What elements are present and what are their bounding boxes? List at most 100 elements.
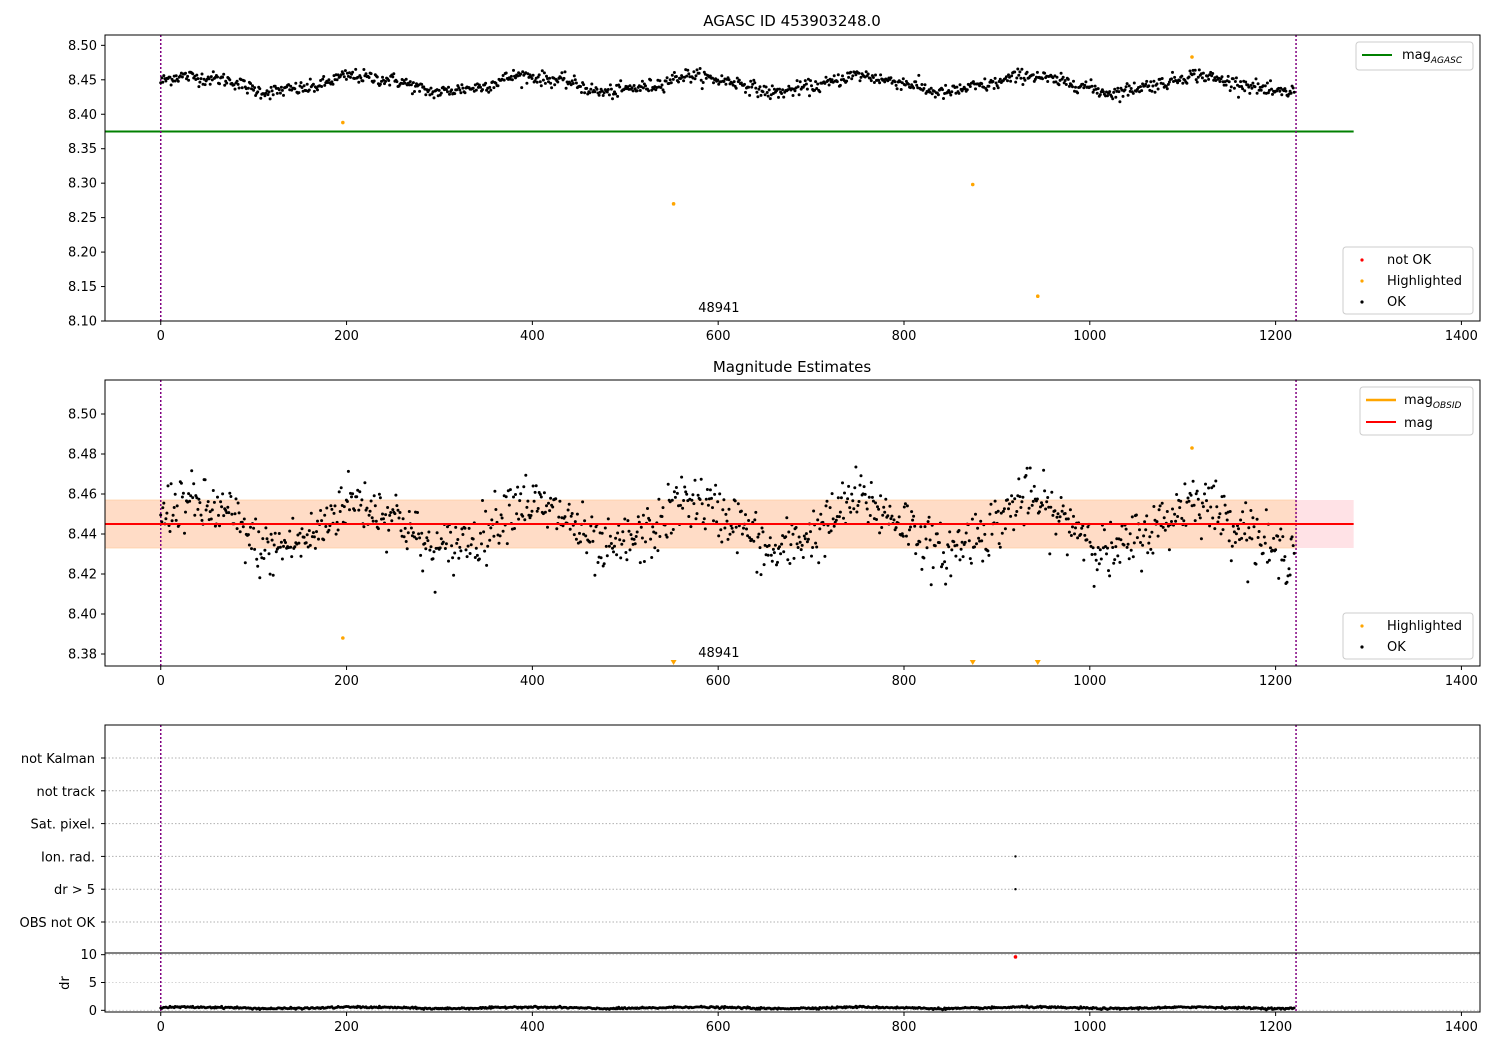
ok-point [1027,506,1031,510]
ok-point [1122,543,1126,547]
ok-point [1238,85,1241,88]
ok-point [1228,89,1232,93]
dr-point [1292,1006,1296,1010]
ok-point [918,540,922,544]
ok-point [868,76,872,80]
ok-point [618,85,622,89]
ok-point [1015,510,1019,513]
ok-point [429,545,433,549]
ok-point [1059,496,1063,499]
ok-point [548,509,552,513]
ok-point [974,512,977,516]
ok-point [278,545,282,549]
ok-point [1250,537,1254,541]
ok-point [279,540,283,544]
ok-point [863,492,867,496]
ok-point [421,569,425,573]
ok-point [878,531,882,535]
ok-point [750,85,754,89]
ok-point [983,77,987,81]
ok-point [742,526,745,530]
ok-point [922,87,926,90]
highlighted-below-range-marker [969,660,976,665]
ok-point [553,83,557,87]
ok-point [1278,89,1282,93]
ok-point [1015,76,1019,80]
ok-point [1237,95,1240,99]
ok-point [237,86,241,90]
ok-point [750,538,754,541]
ok-point [960,540,964,544]
ok-point [474,88,478,92]
ok-point [419,553,423,557]
ok-point [644,84,647,88]
ok-point [1214,479,1218,483]
ok-point [209,517,213,521]
ok-point [845,500,849,504]
ok-point [226,505,230,509]
ok-point [1098,548,1102,552]
ok-point [515,512,519,516]
ok-point [758,85,762,89]
ok-point [731,530,735,534]
ok-point [1083,533,1087,537]
ok-point [961,555,965,559]
ok-point [609,87,613,91]
ok-point [424,93,428,97]
ok-point [316,88,319,92]
ok-point [461,533,465,536]
ok-point [514,76,517,80]
ok-point [1031,499,1035,503]
ok-point [697,71,701,75]
ok-point [797,535,801,539]
ok-point [207,77,211,81]
ok-point [1118,560,1122,564]
ok-point [950,90,954,94]
ok-point [1051,513,1055,517]
ok-point [854,73,858,77]
ok-point [277,88,281,92]
ok-point [1284,89,1288,93]
ok-point [690,498,694,502]
ok-point [959,547,963,551]
ok-point [200,72,204,76]
ok-point [849,510,853,514]
ok-point [1089,78,1093,82]
ok-point [838,510,842,514]
ok-point [555,527,559,531]
ok-point [766,94,770,98]
ok-point [841,481,844,485]
ok-point [739,81,743,85]
ok-point [533,490,537,494]
ok-point [521,514,525,518]
ok-point [1256,82,1260,86]
ok-point [954,91,958,95]
ok-point [996,509,1000,513]
ok-point [669,531,673,535]
ok-point [639,525,643,529]
ok-point [1141,82,1145,86]
ok-point [814,541,818,545]
ok-point [817,561,821,565]
ok-point [290,555,294,559]
ok-point [280,557,284,561]
ok-point [580,91,583,94]
ok-point [240,520,244,524]
ok-point [1199,537,1203,541]
ok-point [683,485,687,489]
ok-point [225,81,229,85]
ok-point [218,82,221,86]
ok-point [1039,505,1042,509]
ok-point [847,484,851,488]
ok-point [212,500,216,504]
ok-point [874,73,877,77]
ok-point [630,86,634,90]
ok-point [755,90,759,94]
ok-point [1035,70,1039,74]
ok-point [351,492,355,496]
ok-point [343,69,347,73]
ok-point [923,525,927,529]
ok-point [1180,74,1184,78]
ok-point [1054,80,1058,84]
ok-point [521,70,525,74]
